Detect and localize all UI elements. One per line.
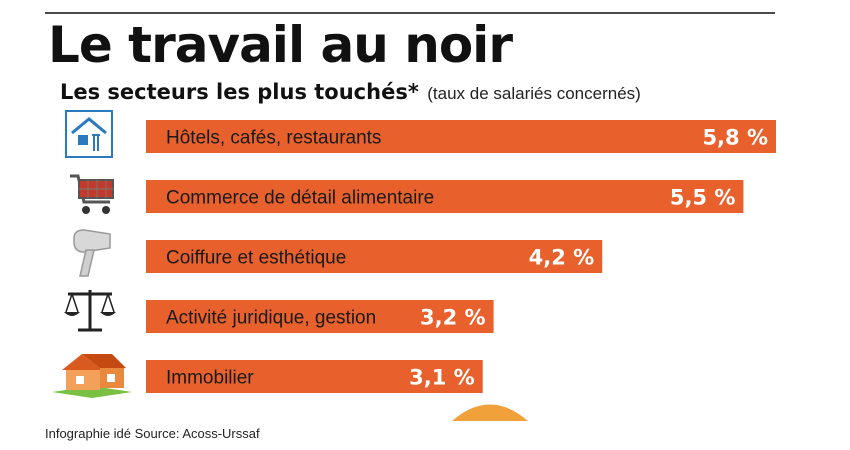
chart-subtitle-note: (taux de salariés concernés) xyxy=(427,84,641,103)
page-title: Le travail au noir xyxy=(48,16,513,74)
bar-label-5: Immobilier xyxy=(166,368,254,389)
bar-1 xyxy=(146,120,776,153)
hotel-icon xyxy=(65,110,113,158)
source-caption: Infographie idé Source: Acoss-Urssaf xyxy=(45,426,260,441)
bar-label-2: Commerce de détail alimentaire xyxy=(166,188,434,209)
subtitle-row: Les secteurs les plus touchés* (taux de … xyxy=(60,80,641,104)
bar-3 xyxy=(146,240,603,273)
bar-value-4: 3,2 % xyxy=(420,306,486,330)
bar-value-1: 5,8 % xyxy=(702,126,768,150)
house-icon xyxy=(52,354,132,398)
bar-2 xyxy=(146,180,744,213)
bar-label-3: Coiffure et esthétique xyxy=(166,248,346,269)
bar-label-1: Hôtels, cafés, restaurants xyxy=(166,128,381,149)
bar-value-2: 5,5 % xyxy=(670,186,736,210)
hair-dryer-icon xyxy=(73,229,111,277)
scales-icon xyxy=(64,290,116,332)
bar-5 xyxy=(146,360,483,393)
chart-subtitle: Les secteurs les plus touchés* xyxy=(60,80,419,104)
orange-circle-decoration xyxy=(452,404,528,421)
top-rule xyxy=(45,12,775,14)
bars-group: Hôtels, cafés, restaurants 5,8 % Commerce … xyxy=(146,120,776,393)
bar-label-4: Activité juridique, gestion xyxy=(166,308,376,329)
bar-value-3: 4,2 % xyxy=(529,246,595,270)
bar-4 xyxy=(146,300,494,333)
shopping-cart-icon xyxy=(70,174,114,214)
bar-value-5: 3,1 % xyxy=(409,366,475,390)
